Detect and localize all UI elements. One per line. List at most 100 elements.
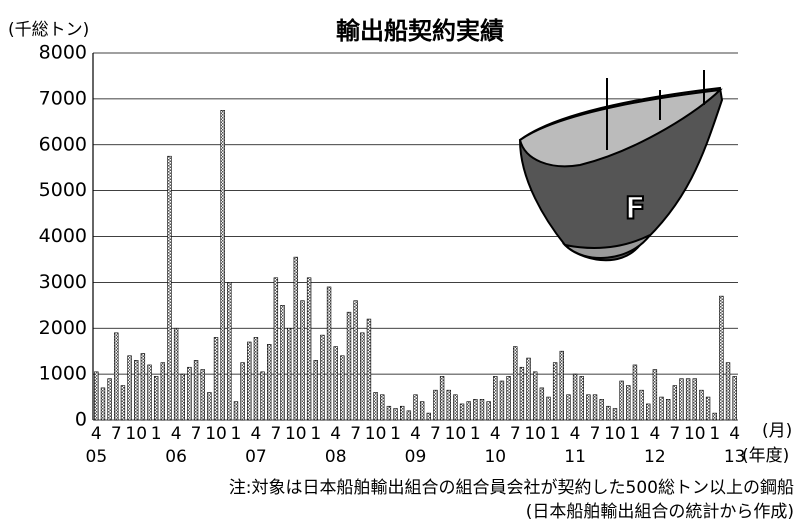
bar bbox=[320, 334, 325, 421]
bar bbox=[579, 376, 584, 421]
bar bbox=[546, 396, 551, 421]
year-label: 05 bbox=[86, 447, 108, 467]
bar bbox=[393, 408, 398, 421]
bar bbox=[153, 376, 159, 421]
bar bbox=[699, 389, 704, 421]
bar bbox=[606, 405, 611, 421]
y-tick-label: 4000 bbox=[39, 225, 87, 247]
bar bbox=[519, 366, 525, 421]
bar bbox=[619, 380, 624, 421]
bar bbox=[659, 396, 664, 421]
x-tick-label: 7 bbox=[111, 424, 122, 444]
bar bbox=[306, 277, 312, 421]
bar bbox=[725, 362, 731, 421]
chart-title: 輸出船契約実績 bbox=[336, 17, 504, 45]
bar bbox=[599, 399, 604, 421]
bar bbox=[147, 364, 152, 421]
bar bbox=[200, 369, 205, 421]
bar bbox=[439, 376, 445, 421]
bar bbox=[380, 394, 385, 421]
x-tick-label: 10 bbox=[285, 424, 307, 444]
bar bbox=[612, 408, 618, 421]
note: 注:対象は日本船舶輸出組合の組合員会社が契約した500総トン以上の鋼船 bbox=[229, 478, 794, 498]
year-label: 12 bbox=[644, 447, 666, 467]
bar bbox=[167, 155, 172, 421]
bar bbox=[493, 376, 498, 421]
bar bbox=[453, 394, 458, 421]
bar bbox=[592, 394, 598, 421]
bar bbox=[386, 405, 392, 421]
bar bbox=[433, 389, 438, 421]
bar bbox=[240, 362, 245, 421]
x-tick-label: 7 bbox=[510, 424, 521, 444]
y-tick-label: 8000 bbox=[39, 42, 87, 64]
bar bbox=[665, 399, 671, 421]
bar bbox=[566, 394, 571, 421]
bar bbox=[559, 350, 564, 421]
year-label: 13 bbox=[724, 447, 746, 467]
bar bbox=[247, 341, 252, 421]
x-tick-label: 7 bbox=[590, 424, 601, 444]
y-tick-label: 7000 bbox=[39, 87, 87, 109]
bar bbox=[419, 401, 425, 421]
bar bbox=[552, 362, 558, 421]
y-axis-unit: (千総トン) bbox=[8, 20, 89, 40]
x-tick-label: 10 bbox=[365, 424, 387, 444]
bar bbox=[134, 360, 139, 421]
bar bbox=[513, 346, 518, 421]
x-tick-label: 1 bbox=[231, 424, 242, 444]
bar bbox=[466, 401, 471, 421]
x-tick-label: 4 bbox=[250, 424, 261, 444]
bar bbox=[373, 392, 378, 421]
x-tick-label: 1 bbox=[310, 424, 321, 444]
bar bbox=[679, 378, 684, 421]
bar bbox=[280, 305, 285, 421]
x-tick-label: 4 bbox=[729, 424, 740, 444]
bar bbox=[479, 399, 485, 421]
bar bbox=[572, 373, 578, 421]
bar bbox=[692, 378, 697, 421]
x-tick-label: 4 bbox=[570, 424, 581, 444]
bar bbox=[273, 277, 279, 421]
bar bbox=[173, 327, 179, 421]
bar bbox=[712, 412, 717, 421]
x-tick-label: 10 bbox=[684, 424, 706, 444]
bar bbox=[187, 366, 192, 421]
bar bbox=[260, 371, 265, 421]
y-tick-label: 3000 bbox=[39, 271, 87, 293]
year-label: 07 bbox=[245, 447, 267, 467]
bar bbox=[140, 353, 146, 421]
bar bbox=[233, 401, 239, 421]
ship-illustration: F bbox=[518, 70, 724, 262]
bar bbox=[473, 399, 478, 421]
bar bbox=[114, 332, 119, 421]
x-tick-label: 7 bbox=[430, 424, 441, 444]
bar bbox=[685, 378, 691, 421]
x-tick-label: 7 bbox=[270, 424, 281, 444]
x-tick-label: 4 bbox=[171, 424, 182, 444]
bar bbox=[180, 373, 185, 421]
x-tick-label: 7 bbox=[350, 424, 361, 444]
x-tick-label: 10 bbox=[125, 424, 147, 444]
bar bbox=[400, 405, 405, 421]
x-tick-label: 4 bbox=[410, 424, 421, 444]
y-tick-label: 6000 bbox=[39, 133, 87, 155]
x-tick-label: 7 bbox=[191, 424, 202, 444]
y-tick-label: 1000 bbox=[39, 363, 87, 385]
bar bbox=[213, 337, 219, 421]
x-tick-label: 1 bbox=[151, 424, 162, 444]
x-axis-unit: (月) bbox=[762, 421, 792, 441]
bar bbox=[486, 401, 491, 421]
bar bbox=[532, 371, 538, 421]
bar bbox=[120, 385, 126, 421]
bar bbox=[526, 357, 531, 421]
bar bbox=[127, 355, 132, 421]
bar bbox=[286, 327, 292, 421]
bar bbox=[253, 337, 259, 421]
bar bbox=[267, 344, 272, 421]
bar bbox=[632, 364, 638, 421]
x-tick-label: 1 bbox=[709, 424, 720, 444]
bar bbox=[366, 318, 372, 421]
bar bbox=[705, 396, 711, 421]
bar bbox=[293, 256, 299, 421]
